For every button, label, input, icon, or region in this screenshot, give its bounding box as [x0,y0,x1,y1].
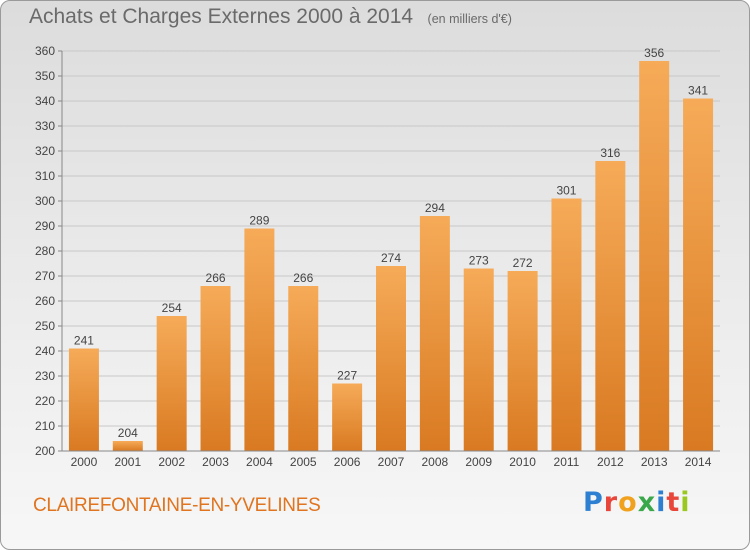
y-tick-label: 200 [35,444,55,458]
x-tick-label: 2008 [422,455,449,469]
chart-title-text: Achats et Charges Externes 2000 à 2014 [29,5,414,28]
y-tick-label: 350 [35,69,55,83]
bar [68,348,99,451]
x-tick-label: 2012 [597,455,624,469]
logo-letter: i [656,487,667,518]
bar [463,268,494,451]
data-label: 316 [600,146,620,160]
y-tick-label: 320 [35,144,55,158]
logo-letter: r [603,487,619,518]
y-tick-label: 310 [35,169,55,183]
bar [639,61,670,451]
y-tick-label: 250 [35,319,55,333]
commune-name: CLAIREFONTAINE-EN-YVELINES [33,495,321,516]
x-tick-label: 2007 [378,455,405,469]
bar [288,286,319,451]
y-tick-label: 300 [35,194,55,208]
bar [419,216,450,451]
y-tick-label: 240 [35,344,55,358]
logo-letter: i [680,487,691,518]
bar [244,228,275,451]
data-label: 204 [118,426,138,440]
bar [683,98,714,451]
bar [200,286,231,451]
y-tick-label: 270 [35,269,55,283]
y-tick-label: 210 [35,419,55,433]
x-tick-label: 2000 [71,455,98,469]
data-label: 266 [206,271,226,285]
y-tick-label: 360 [35,44,55,58]
y-tick-label: 260 [35,294,55,308]
x-tick-label: 2006 [334,455,361,469]
x-tick-label: 2010 [509,455,536,469]
logo-letter: t [666,487,681,518]
logo-letter: x [637,487,657,518]
axes [61,51,720,452]
x-tick-label: 2005 [290,455,317,469]
x-tick-label: 2001 [114,455,141,469]
y-tick-label: 330 [35,119,55,133]
data-label: 289 [249,214,269,228]
bar [112,441,143,451]
x-tick-label: 2002 [158,455,185,469]
data-label: 254 [162,301,182,315]
bar [551,198,582,451]
bar [332,383,363,451]
bar [376,266,406,451]
chart-unit-text: (en milliers d'€) [427,12,512,26]
data-label: 266 [293,271,313,285]
y-tick-label: 230 [35,369,55,383]
data-label: 241 [74,334,94,348]
logo-letter: P [583,487,604,518]
bars: 241 2000 204 2001 254 2002 266 2003 289 2004 266 20… [68,46,714,469]
x-tick-label: 2009 [465,455,492,469]
logo-letter: o [618,487,638,518]
x-tick-label: 2004 [246,455,273,469]
bar [507,271,538,451]
y-tick-label: 280 [35,244,55,258]
data-label: 274 [381,251,401,265]
data-label: 227 [337,369,357,383]
data-label: 356 [644,46,664,60]
data-label: 294 [425,201,445,215]
y-tick-label: 290 [35,219,55,233]
y-tick-label: 340 [35,94,55,108]
data-label: 341 [688,84,708,98]
x-tick-label: 2013 [641,455,668,469]
data-label: 273 [469,254,489,268]
y-axis-ticks: 200 210 220 230 240 250 260 270 280 290 300 310 320 3… [35,44,62,458]
bar [595,161,626,451]
bar [156,316,187,451]
x-tick-label: 2011 [554,455,580,469]
data-label: 272 [513,256,533,270]
chart-title: Achats et Charges Externes 2000 à 2014 (… [29,5,512,29]
x-tick-label: 2003 [202,455,229,469]
data-label: 301 [556,184,576,198]
proxiti-logo[interactable]: Proxiti [583,487,691,518]
x-tick-label: 2014 [685,455,712,469]
y-tick-label: 220 [35,394,55,408]
